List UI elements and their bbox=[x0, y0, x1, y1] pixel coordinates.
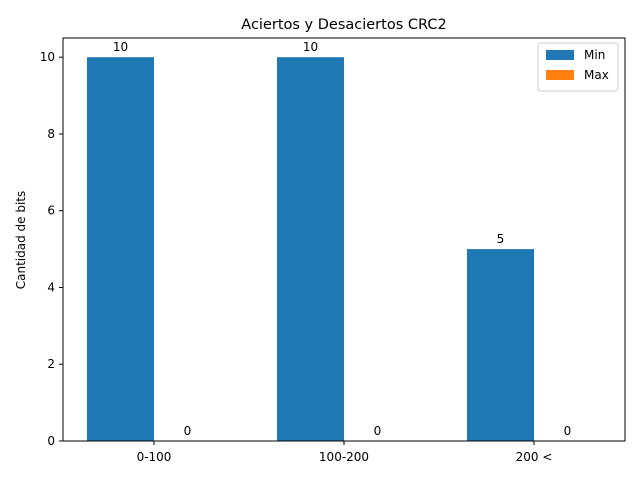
bar-min-1 bbox=[277, 57, 344, 441]
chart-title: Aciertos y Desaciertos CRC2 bbox=[241, 17, 446, 33]
x-tick-label: 200 < bbox=[516, 450, 553, 464]
legend-swatch-min bbox=[546, 50, 574, 60]
x-axis: 0-100 100-200 200 < bbox=[137, 441, 553, 464]
legend-label-max: Max bbox=[584, 68, 609, 82]
y-tick-label: 4 bbox=[47, 280, 55, 294]
bar-value-label: 5 bbox=[497, 232, 505, 246]
bar-labels: 10 10 5 0 0 0 bbox=[113, 40, 571, 438]
bar-value-label: 0 bbox=[374, 424, 382, 438]
bar-value-label: 10 bbox=[303, 40, 318, 54]
x-tick-label: 100-200 bbox=[319, 450, 369, 464]
bar-value-label: 0 bbox=[564, 424, 572, 438]
bar-value-label: 0 bbox=[184, 424, 192, 438]
y-tick-label: 2 bbox=[47, 357, 55, 371]
y-tick-label: 0 bbox=[47, 434, 55, 448]
y-tick-label: 10 bbox=[40, 50, 55, 64]
y-axis: 0 2 4 6 8 10 bbox=[40, 50, 63, 448]
y-axis-label: Cantidad de bits bbox=[14, 191, 28, 290]
y-tick-label: 8 bbox=[47, 127, 55, 141]
plot-frame bbox=[62, 37, 626, 442]
bar-min-0 bbox=[87, 57, 154, 441]
legend-swatch-max bbox=[546, 70, 574, 80]
bars bbox=[87, 57, 534, 441]
x-tick-label: 0-100 bbox=[137, 450, 172, 464]
bar-min-2 bbox=[467, 249, 534, 441]
legend: Min Max bbox=[537, 42, 619, 92]
bar-value-label: 10 bbox=[113, 40, 128, 54]
y-tick-label: 6 bbox=[47, 204, 55, 218]
legend-label-min: Min bbox=[584, 48, 605, 62]
